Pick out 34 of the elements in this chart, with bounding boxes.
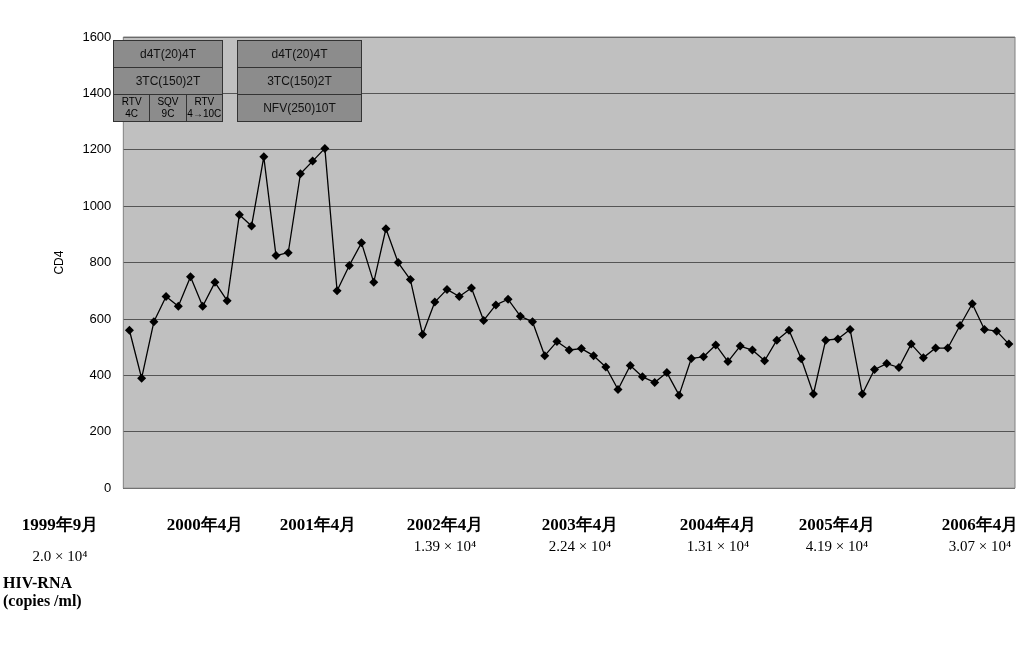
text: 2005年4月 xyxy=(797,514,877,536)
text: 2.0 × 10⁴ xyxy=(31,548,89,565)
text: 4.19 × 10⁴ xyxy=(804,538,870,555)
y-tick-label: 1200 xyxy=(82,141,112,157)
drug-table: d4T(20)4T 3TC(150)2T NFV(250)10T xyxy=(237,40,362,122)
y-tick-label: 1000 xyxy=(82,197,112,213)
text: 3.07 × 10⁴ xyxy=(947,538,1013,555)
annotation: 3TC(150)2T xyxy=(238,68,361,95)
annotation: SQV 9C xyxy=(150,95,187,121)
text: 2006年4月 xyxy=(940,514,1020,536)
y-tick-label: 400 xyxy=(89,366,112,382)
text: 1.31 × 10⁴ xyxy=(685,538,751,555)
y-axis-title: CD4 xyxy=(51,250,66,275)
annotation: RTV 4C xyxy=(114,95,151,121)
annotation: d4T(20)4T xyxy=(114,41,222,68)
text: HIV-RNA (copies /ml) xyxy=(3,574,83,610)
y-tick-label: 1400 xyxy=(82,84,112,100)
text: 2001年4月 xyxy=(278,514,358,536)
text: 1999年9月 xyxy=(20,514,100,536)
text: 1.39 × 10⁴ xyxy=(412,538,478,555)
text: 2004年4月 xyxy=(678,514,758,536)
y-tick-label: 1600 xyxy=(82,28,112,44)
annotation: d4T(20)4T xyxy=(238,41,361,68)
y-tick-label: 200 xyxy=(89,423,112,439)
text: 2000年4月 xyxy=(165,514,245,536)
annotation: 3TC(150)2T xyxy=(114,68,222,95)
annotation: NFV(250)10T xyxy=(262,100,337,117)
annotation: RTV 4→10C xyxy=(186,95,222,121)
y-tick-label: 600 xyxy=(89,310,112,326)
y-tick-label: 0 xyxy=(104,479,112,495)
y-tick-label: 800 xyxy=(89,254,112,270)
text: 2.24 × 10⁴ xyxy=(547,538,613,555)
text: 2002年4月 xyxy=(405,514,485,536)
text: 2003年4月 xyxy=(540,514,620,536)
